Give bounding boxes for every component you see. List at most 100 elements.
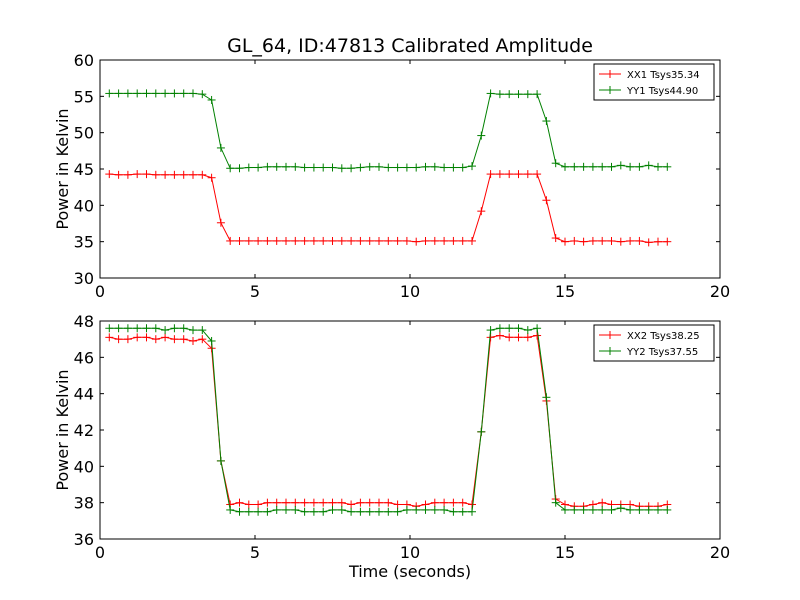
data-point [254, 500, 263, 509]
legend-box [593, 324, 715, 362]
data-point [309, 507, 318, 516]
data-point [254, 507, 263, 516]
legend-label: XX1 Tsys35.34 [627, 70, 700, 81]
data-point [337, 498, 346, 507]
data-point [570, 236, 579, 245]
data-point [263, 162, 272, 171]
data-point [486, 326, 495, 335]
data-point [626, 505, 635, 514]
y-tick-label: 50 [74, 124, 94, 143]
data-point [170, 170, 179, 179]
data-point [440, 505, 449, 514]
data-point [151, 89, 160, 98]
data-point [291, 236, 300, 245]
data-point [300, 498, 309, 507]
data-point [235, 236, 244, 245]
data-point [282, 236, 290, 245]
data-point [123, 324, 132, 333]
data-point [282, 498, 290, 507]
data-point [616, 504, 625, 513]
data-point [663, 505, 672, 514]
data-point [654, 505, 662, 514]
data-point [570, 162, 579, 171]
data-point [588, 505, 597, 514]
data-point [412, 237, 421, 246]
data-point [495, 331, 504, 340]
data-point [635, 236, 644, 245]
data-point [105, 89, 114, 98]
data-point [440, 498, 449, 507]
data-point [189, 326, 197, 335]
data-point [179, 89, 188, 98]
data-point [291, 505, 300, 514]
data-point [542, 196, 551, 205]
data-point [542, 117, 551, 126]
data-point [365, 236, 374, 245]
data-point [309, 498, 318, 507]
data-point [523, 90, 532, 99]
data-point [458, 236, 467, 245]
data-point [114, 89, 123, 98]
x-tick-label: 0 [95, 543, 105, 562]
data-point [440, 163, 449, 172]
data-point [375, 507, 383, 516]
data-point [226, 505, 235, 514]
x-tick-label: 15 [555, 282, 575, 301]
data-point [309, 163, 318, 172]
y-tick-label: 60 [74, 51, 94, 70]
data-point [412, 505, 421, 514]
data-point [319, 498, 328, 507]
data-point [142, 89, 151, 98]
data-point [393, 507, 402, 516]
data-point [347, 236, 356, 245]
data-point [365, 162, 374, 171]
data-point [598, 162, 607, 171]
data-point [561, 162, 569, 171]
data-point [421, 236, 430, 245]
data-point [142, 324, 151, 333]
data-point [142, 333, 151, 342]
data-point [514, 90, 523, 99]
data-point [533, 90, 542, 99]
data-point [588, 236, 597, 245]
x-tick-label: 10 [400, 282, 420, 301]
data-point [216, 218, 225, 227]
data-point [542, 393, 551, 402]
data-point [607, 236, 616, 245]
x-tick-label: 10 [400, 543, 420, 562]
data-point [179, 170, 188, 179]
data-point [309, 236, 318, 245]
data-point [523, 170, 532, 179]
data-point [505, 324, 514, 333]
data-point [207, 336, 216, 345]
data-point [458, 507, 467, 516]
y-tick-label: 40 [74, 196, 94, 215]
data-point [282, 505, 290, 514]
series-2 [105, 89, 672, 173]
data-point [551, 234, 560, 243]
data-point [161, 89, 170, 98]
data-point [123, 89, 132, 98]
data-point [495, 324, 504, 333]
data-point [319, 507, 328, 516]
data-point [588, 162, 597, 171]
data-point [272, 505, 281, 514]
data-point [356, 498, 365, 507]
data-point [430, 236, 439, 245]
data-point [291, 498, 300, 507]
data-point [347, 507, 356, 516]
x-tick-label: 20 [710, 282, 730, 301]
data-point [254, 236, 263, 245]
data-point [393, 236, 402, 245]
data-point [430, 505, 439, 514]
data-point [384, 498, 393, 507]
x-axis-label: Time (seconds) [348, 562, 471, 581]
data-point [207, 95, 216, 104]
data-point [282, 162, 290, 171]
legend-entry: YY2 Tsys37.55 [599, 347, 698, 358]
data-point [244, 163, 253, 172]
data-point [533, 324, 542, 333]
data-point [384, 163, 393, 172]
data-point [114, 324, 123, 333]
y-tick-label: 42 [74, 421, 94, 440]
